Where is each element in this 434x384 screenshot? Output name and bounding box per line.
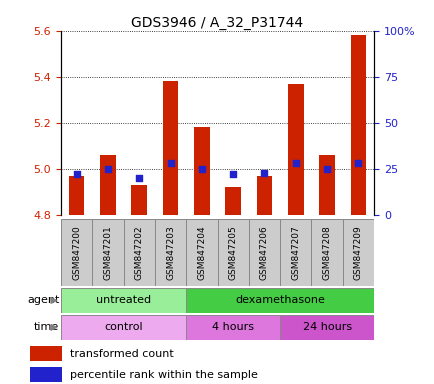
Point xyxy=(73,171,80,177)
Point xyxy=(135,175,142,181)
Bar xyxy=(186,219,217,286)
Bar xyxy=(162,81,178,215)
Bar xyxy=(342,219,373,286)
Text: 24 hours: 24 hours xyxy=(302,322,351,333)
Point xyxy=(292,161,299,167)
Bar xyxy=(123,219,155,286)
Bar xyxy=(311,219,342,286)
Point xyxy=(229,171,236,177)
Text: GSM847202: GSM847202 xyxy=(135,225,143,280)
Bar xyxy=(186,288,373,313)
Bar xyxy=(256,176,272,215)
Bar xyxy=(248,219,279,286)
Text: 4 hours: 4 hours xyxy=(212,322,253,333)
Bar xyxy=(279,219,311,286)
Bar xyxy=(61,219,92,286)
Bar xyxy=(279,315,373,340)
Text: GSM847206: GSM847206 xyxy=(260,225,268,280)
Point xyxy=(323,166,330,172)
Text: GSM847204: GSM847204 xyxy=(197,225,206,280)
Bar xyxy=(30,367,62,382)
Bar xyxy=(30,346,62,361)
Bar xyxy=(350,35,365,215)
Text: GSM847203: GSM847203 xyxy=(166,225,174,280)
Bar xyxy=(131,185,147,215)
Bar xyxy=(287,84,303,215)
Text: control: control xyxy=(104,322,142,333)
Bar xyxy=(92,219,123,286)
Text: GSM847207: GSM847207 xyxy=(291,225,299,280)
Bar xyxy=(217,219,248,286)
Point xyxy=(167,161,174,167)
Text: untreated: untreated xyxy=(96,295,151,306)
Bar xyxy=(319,155,334,215)
Point xyxy=(354,161,361,167)
Text: dexamethasone: dexamethasone xyxy=(235,295,324,306)
Text: GSM847209: GSM847209 xyxy=(353,225,362,280)
Bar xyxy=(155,219,186,286)
Text: agent: agent xyxy=(27,295,59,306)
Text: transformed count: transformed count xyxy=(69,349,173,359)
Text: GSM847201: GSM847201 xyxy=(103,225,112,280)
Text: percentile rank within the sample: percentile rank within the sample xyxy=(69,370,257,380)
Bar xyxy=(69,176,84,215)
Text: GSM847200: GSM847200 xyxy=(72,225,81,280)
Bar xyxy=(194,127,209,215)
Bar xyxy=(225,187,240,215)
Text: GSM847205: GSM847205 xyxy=(228,225,237,280)
Text: time: time xyxy=(34,322,59,333)
Point xyxy=(198,166,205,172)
Point xyxy=(260,170,267,176)
Bar xyxy=(61,288,186,313)
Bar xyxy=(186,315,279,340)
Bar xyxy=(61,315,186,340)
Point xyxy=(104,166,111,172)
Title: GDS3946 / A_32_P31744: GDS3946 / A_32_P31744 xyxy=(131,16,303,30)
Bar xyxy=(100,155,115,215)
Text: GSM847208: GSM847208 xyxy=(322,225,331,280)
